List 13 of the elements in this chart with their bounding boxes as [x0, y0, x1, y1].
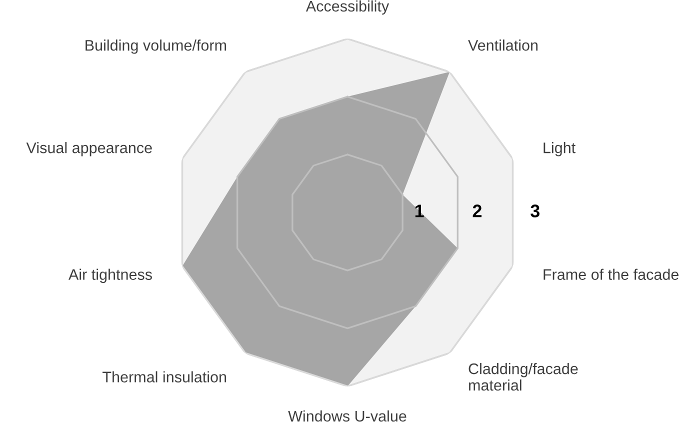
spoke-label: Cladding/facade material — [468, 363, 578, 391]
spoke-label: Ventilation — [468, 40, 538, 51]
spoke-label: Frame of the facade — [544, 268, 679, 280]
spoke-label: Air tightness — [68, 268, 152, 283]
spoke-label: Thermal insulation — [102, 371, 226, 382]
spoke-label: Light — [544, 142, 576, 156]
y-tick-label: 3 — [530, 204, 540, 218]
spoke-label: Windows U-value — [288, 410, 406, 422]
spoke-label: Accessibility — [306, 0, 390, 15]
spoke-label: Building volume/form — [86, 40, 226, 54]
spoke-label: Visual appearance — [26, 142, 152, 156]
y-tick-label: 1 — [415, 204, 424, 218]
y-tick-label: 2 — [472, 204, 482, 218]
